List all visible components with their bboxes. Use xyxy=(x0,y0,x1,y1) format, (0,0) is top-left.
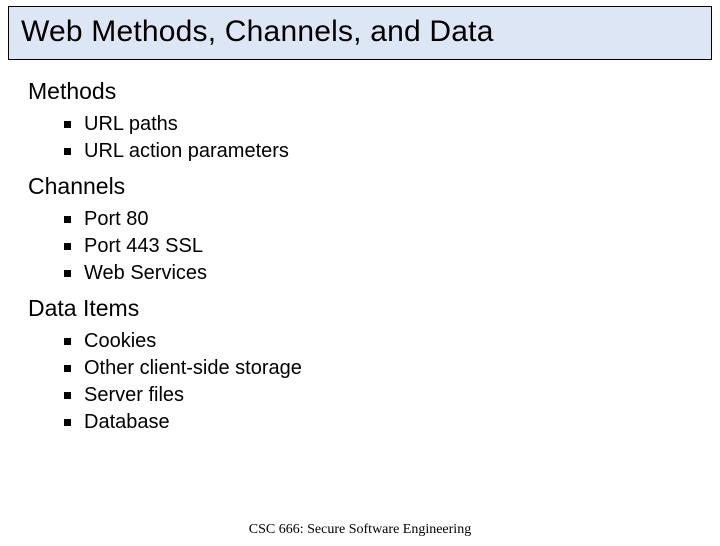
slide-title: Web Methods, Channels, and Data xyxy=(21,15,699,49)
list-item: Other client-side storage xyxy=(64,355,692,382)
list-item: Server files xyxy=(64,382,692,409)
list-item: Database xyxy=(64,409,692,436)
slide-content: Methods URL paths URL action parameters … xyxy=(0,60,720,436)
slide-footer: CSC 666: Secure Software Engineering xyxy=(0,522,720,538)
section-heading: Methods xyxy=(28,78,692,105)
section-heading: Channels xyxy=(28,173,692,200)
list-item: Web Services xyxy=(64,260,692,287)
bullet-list: Port 80 Port 443 SSL Web Services xyxy=(64,206,692,287)
list-item: Port 80 xyxy=(64,206,692,233)
section-heading: Data Items xyxy=(28,295,692,322)
bullet-list: URL paths URL action parameters xyxy=(64,111,692,165)
list-item: Port 443 SSL xyxy=(64,233,692,260)
slide-title-bar: Web Methods, Channels, and Data xyxy=(8,6,712,60)
bullet-list: Cookies Other client-side storage Server… xyxy=(64,328,692,436)
list-item: Cookies xyxy=(64,328,692,355)
list-item: URL paths xyxy=(64,111,692,138)
list-item: URL action parameters xyxy=(64,138,692,165)
